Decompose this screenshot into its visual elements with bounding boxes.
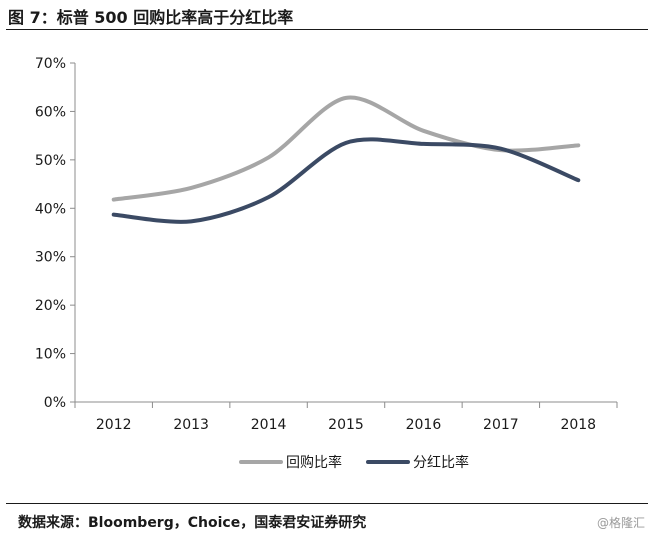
y-axis: 0% 10% 20% 30% 40% 50% 60% 70% (35, 56, 76, 411)
legend: 回购比率 分红比率 (239, 454, 469, 471)
y-tick-label: 10% (35, 347, 66, 363)
y-tick-label: 60% (35, 104, 66, 120)
source-rule (6, 503, 648, 504)
x-tick-label: 2014 (251, 417, 287, 433)
x-axis: 2012 2013 2014 2015 2016 2017 2018 (74, 401, 618, 433)
x-tick-label: 2015 (328, 417, 364, 433)
y-tick-label: 0% (44, 395, 66, 411)
watermark: @格隆汇 (596, 516, 645, 530)
series-line-buyback-ratio (111, 95, 581, 202)
x-tick-label: 2017 (483, 417, 519, 433)
legend-label-dividend-ratio: 分红比率 (413, 454, 469, 471)
x-tick-label: 2012 (96, 417, 132, 433)
y-tick-label: 20% (35, 298, 66, 314)
x-tick-label: 2013 (173, 417, 209, 433)
x-tick-label: 2018 (560, 417, 596, 433)
series-line-dividend-ratio (111, 137, 581, 224)
y-tick-label: 70% (35, 56, 66, 72)
series-lines (111, 95, 581, 224)
line-chart: 0% 10% 20% 30% 40% 50% 60% 70% 2012 2013 2014 2015… (35, 56, 618, 471)
y-tick-label: 40% (35, 201, 66, 217)
x-tick-label: 2016 (406, 417, 442, 433)
title-rule (6, 29, 648, 30)
y-tick-label: 30% (35, 250, 66, 266)
legend-label-buyback-ratio: 回购比率 (286, 454, 342, 471)
y-tick-label: 50% (35, 153, 66, 169)
source-note: 数据来源：Bloomberg，Choice，国泰君安证券研究 (18, 515, 367, 531)
figure-title: 图 7：标普 500 回购比率高于分红比率 (8, 8, 294, 27)
